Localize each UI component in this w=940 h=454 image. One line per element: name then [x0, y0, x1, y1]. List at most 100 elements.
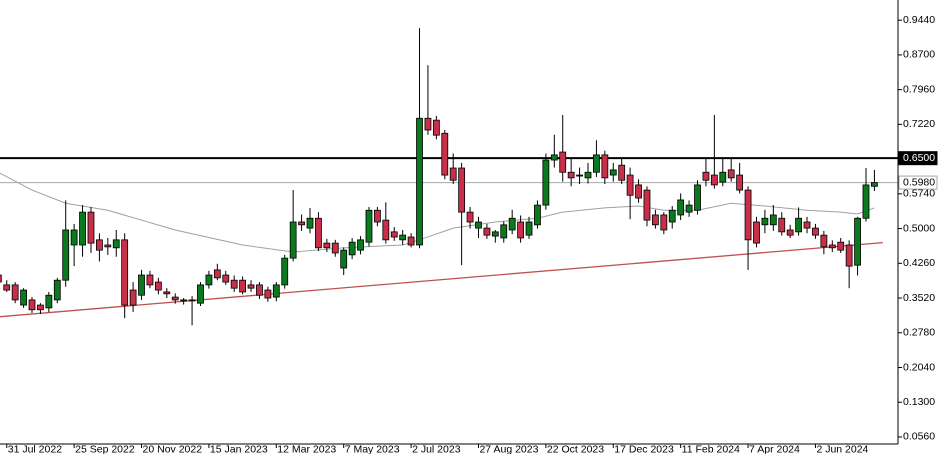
- candle-body: [281, 257, 289, 286]
- candle-body: [576, 174, 583, 177]
- candle-body: [635, 184, 642, 199]
- candle-body: [618, 164, 626, 181]
- candle-body: [188, 299, 196, 302]
- x-tick-label: 11 Feb 2024: [682, 443, 740, 454]
- candle-body: [365, 209, 373, 243]
- candle-body: [53, 279, 61, 301]
- candle-body: [331, 242, 339, 254]
- candle-body: [862, 184, 870, 219]
- candle-body: [390, 231, 398, 238]
- candle-body: [567, 171, 575, 179]
- candle-body: [146, 274, 154, 286]
- candle-body: [264, 289, 272, 299]
- x-tick-label: 15 Jan 2023: [210, 443, 268, 454]
- candle-body: [744, 189, 752, 241]
- y-tick-label: 0.2040: [903, 361, 935, 373]
- candle-body: [812, 227, 819, 236]
- candle-body: [256, 284, 263, 296]
- candle-body: [0, 274, 2, 283]
- level-label-box: [898, 175, 938, 190]
- candle-body: [441, 132, 449, 176]
- candle-body: [694, 184, 701, 211]
- x-tick-label: 2 Jun 2024: [816, 443, 868, 454]
- x-tick-label: 17 Dec 2023: [614, 443, 674, 454]
- level-label-box: [898, 151, 938, 166]
- x-tick-label: 7 May 2023: [345, 443, 400, 454]
- candle-body: [786, 229, 794, 236]
- candle-body: [407, 236, 415, 246]
- candle-body: [769, 214, 777, 226]
- candle-body: [96, 239, 103, 251]
- candle-body: [550, 154, 558, 161]
- candle-body: [483, 227, 491, 236]
- candle-body: [154, 281, 162, 291]
- candle-body: [651, 214, 659, 226]
- candle-body: [845, 244, 853, 267]
- candle-body: [534, 204, 541, 226]
- candle-body: [289, 221, 297, 259]
- x-tick-label: 31 Jul 2022: [8, 443, 62, 454]
- candle-body: [37, 304, 44, 311]
- candle-body: [626, 174, 634, 196]
- candle-body: [213, 269, 221, 279]
- candle-body: [432, 119, 440, 136]
- candle-body: [28, 299, 36, 311]
- candle-body: [399, 234, 407, 241]
- candle-body: [205, 274, 213, 286]
- y-tick-label: 0.8700: [903, 49, 935, 61]
- candle-body: [500, 224, 508, 239]
- candle-body: [458, 167, 466, 213]
- candle-body: [753, 221, 760, 244]
- y-tick-label: 0.4260: [903, 257, 935, 269]
- candle-body: [525, 221, 533, 236]
- y-tick-label: 0.5000: [903, 222, 935, 234]
- candle-body: [871, 182, 878, 187]
- candle-body: [668, 209, 676, 223]
- candle-body: [761, 217, 769, 226]
- candle-body: [542, 159, 550, 206]
- candle-body: [491, 231, 499, 237]
- y-tick-label: 0.2780: [903, 327, 935, 339]
- candle-body: [593, 154, 600, 173]
- y-tick-label: 0.0560: [903, 431, 935, 443]
- y-tick-label: 0.1300: [903, 396, 935, 408]
- candle-body: [643, 189, 651, 221]
- candle-body: [298, 221, 305, 226]
- candle-body: [373, 209, 381, 223]
- candle-body: [79, 211, 86, 246]
- candle-body: [11, 284, 19, 301]
- candle-body: [87, 211, 95, 244]
- candle-body: [828, 244, 836, 249]
- candle-body: [710, 174, 718, 186]
- candle-body: [272, 284, 280, 298]
- candle-body: [508, 217, 516, 231]
- candle-body: [584, 171, 592, 179]
- moving-average-line: [0, 172, 875, 253]
- x-tick-label: 27 Aug 2023: [479, 443, 538, 454]
- candle-body: [138, 274, 145, 296]
- candle-body: [803, 221, 811, 229]
- candle-body: [340, 249, 348, 269]
- level-label: 0.6500: [903, 152, 935, 164]
- candle-body: [180, 299, 188, 302]
- plot-area: [0, 28, 898, 326]
- candle-body: [424, 117, 432, 131]
- x-tick-label: 2 Jul 2023: [412, 443, 461, 454]
- candle-body: [660, 214, 668, 231]
- x-tick-label: 22 Oct 2023: [547, 443, 604, 454]
- candle-body: [719, 171, 727, 183]
- x-tick-label: 7 Apr 2024: [749, 443, 800, 454]
- candle-body: [197, 284, 204, 304]
- candle-body: [230, 279, 238, 289]
- candle-body: [45, 294, 53, 309]
- candle-body: [382, 219, 390, 241]
- candle-body: [247, 284, 255, 289]
- candle-body: [315, 217, 322, 249]
- candle-body: [854, 217, 861, 266]
- y-tick-label: 0.3520: [903, 292, 935, 304]
- candle-body: [323, 242, 331, 249]
- candle-body: [129, 289, 137, 306]
- candle-body: [449, 167, 457, 181]
- candle-body: [306, 217, 314, 229]
- candle-body: [517, 221, 525, 239]
